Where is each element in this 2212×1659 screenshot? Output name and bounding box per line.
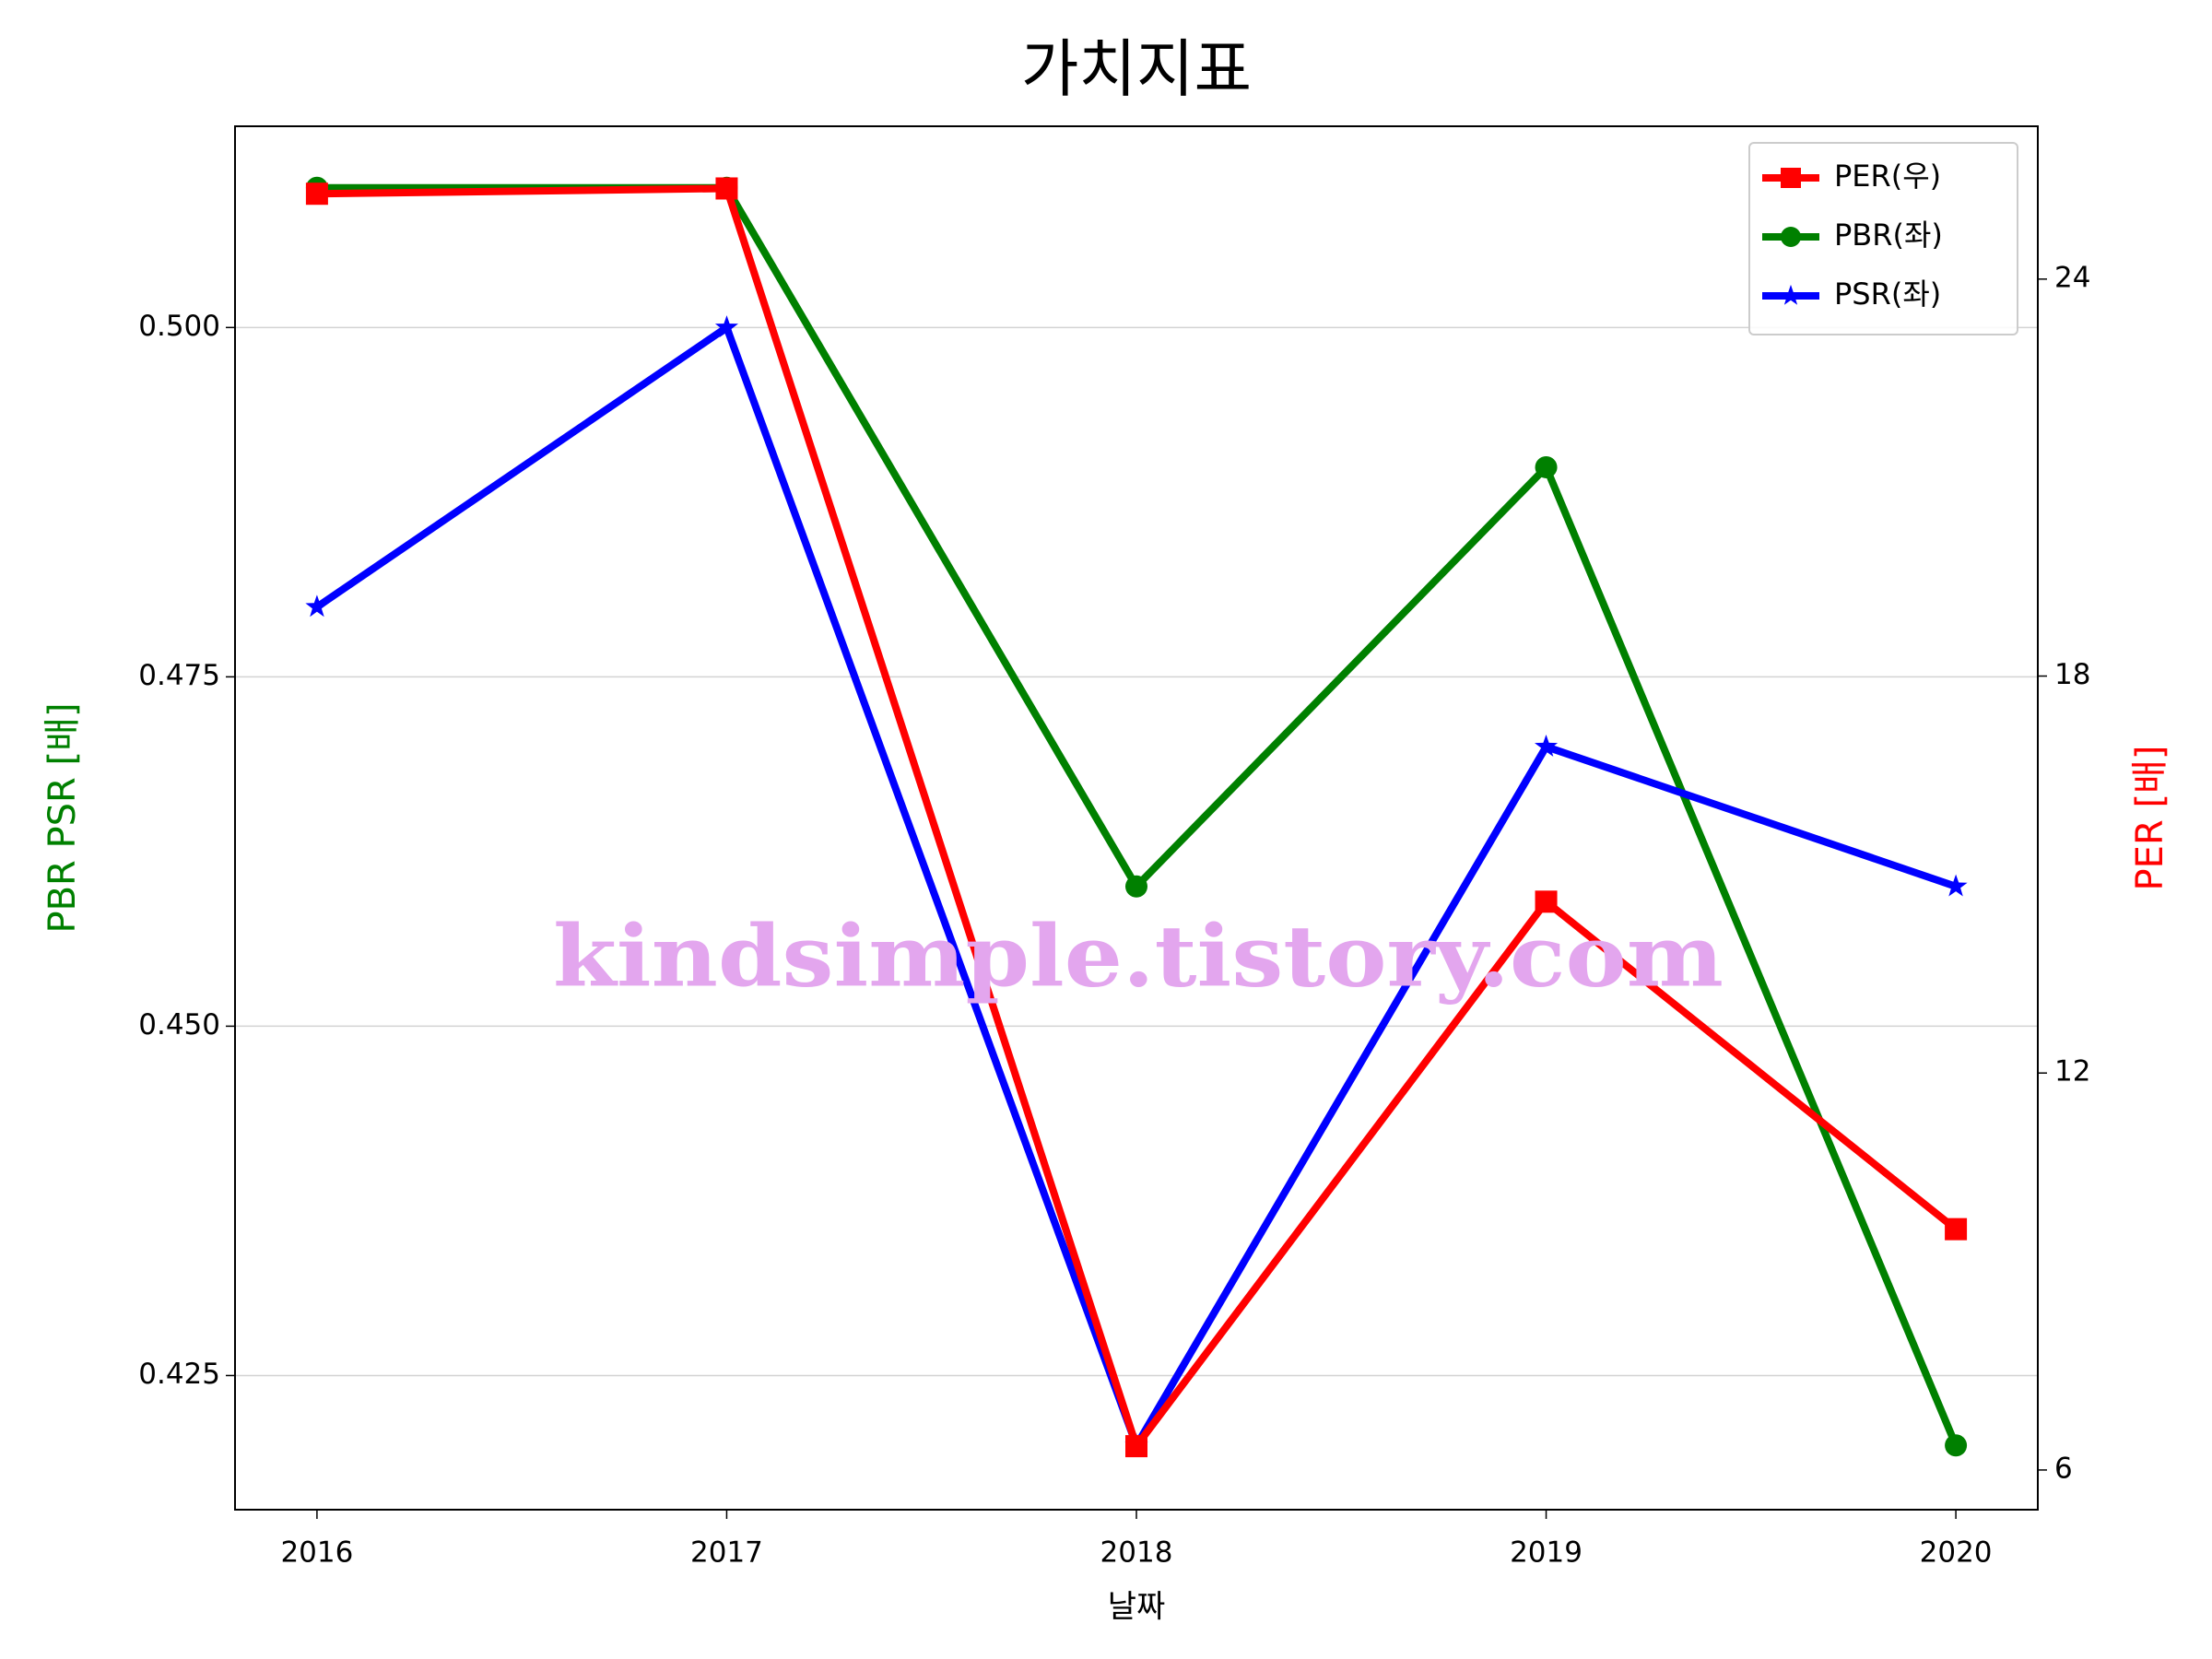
marker [1945,1434,1968,1457]
x-tick-label: 2017 [690,1536,763,1570]
marker [715,177,738,200]
legend-label: PSR(좌) [1834,276,1941,312]
marker [1535,455,1558,478]
marker [1535,735,1559,757]
y-tick-label: 0.425 [138,1358,220,1391]
marker [714,315,738,337]
x-tick-label: 2016 [280,1536,353,1570]
legend-marker [1780,284,1802,305]
y-axis-label: PBR PSR [배] [41,702,84,933]
x-tick-label: 2020 [1920,1536,1993,1570]
x-tick-label: 2019 [1510,1536,1583,1570]
legend-marker [1781,168,1801,188]
marker [1535,890,1558,913]
legend-label: PER(우) [1834,159,1941,194]
marker [1125,1435,1147,1458]
marker [305,182,328,206]
y2-tick-label: 12 [2054,1055,2090,1088]
y2-tick-label: 24 [2054,261,2090,294]
watermark: kindsimple.tistory.com [553,907,1724,1006]
legend-label: PBR(좌) [1834,218,1943,253]
chart-title: 가치지표 [1021,34,1252,107]
legend-marker [1781,227,1801,247]
x-tick-label: 2018 [1100,1536,1173,1570]
y2-axis-label: PER [배] [2129,746,2171,891]
x-axis-label: 날짜 [1108,1589,1166,1626]
marker [1125,875,1147,898]
marker [1945,1218,1968,1241]
marker [305,594,329,618]
y2-tick-label: 18 [2054,658,2090,691]
marker [1944,874,1968,897]
y2-tick-label: 6 [2054,1452,2073,1485]
y-tick-label: 0.500 [138,310,220,343]
plot-frame [234,125,2039,1511]
y-tick-label: 0.475 [138,659,220,692]
y-tick-label: 0.450 [138,1008,220,1041]
legend-box [1748,142,2018,335]
